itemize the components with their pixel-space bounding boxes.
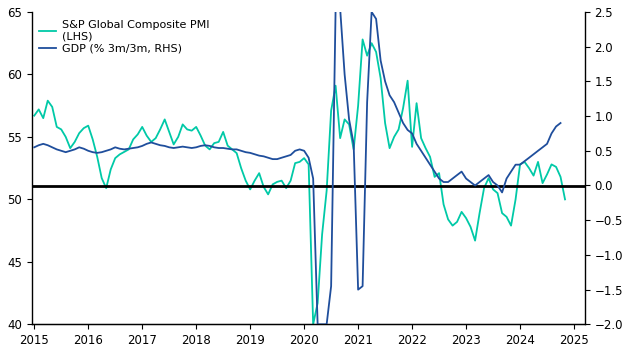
- S&P Global Composite PMI
(LHS): [309, 322, 317, 326]
- S&P Global Composite PMI
(LHS): [494, 191, 501, 195]
- GDP (% 3m/3m, RHS): [557, 121, 564, 125]
- GDP (% 3m/3m, RHS): [210, 145, 218, 149]
- GDP (% 3m/3m, RHS): [139, 144, 146, 148]
- Line: GDP (% 3m/3m, RHS): GDP (% 3m/3m, RHS): [34, 8, 561, 324]
- Legend: S&P Global Composite PMI
(LHS), GDP (% 3m/3m, RHS): S&P Global Composite PMI (LHS), GDP (% 3…: [37, 17, 211, 56]
- S&P Global Composite PMI
(LHS): [30, 114, 38, 118]
- GDP (% 3m/3m, RHS): [453, 173, 461, 177]
- S&P Global Composite PMI
(LHS): [197, 133, 205, 138]
- GDP (% 3m/3m, RHS): [332, 6, 340, 11]
- S&P Global Composite PMI
(LHS): [467, 225, 474, 229]
- S&P Global Composite PMI
(LHS): [359, 37, 367, 41]
- S&P Global Composite PMI
(LHS): [427, 155, 434, 159]
- S&P Global Composite PMI
(LHS): [345, 122, 353, 126]
- Line: S&P Global Composite PMI
(LHS): S&P Global Composite PMI (LHS): [34, 39, 565, 324]
- S&P Global Composite PMI
(LHS): [139, 125, 146, 129]
- GDP (% 3m/3m, RHS): [30, 145, 38, 149]
- GDP (% 3m/3m, RHS): [444, 180, 452, 184]
- GDP (% 3m/3m, RHS): [404, 128, 411, 132]
- S&P Global Composite PMI
(LHS): [561, 197, 569, 201]
- GDP (% 3m/3m, RHS): [89, 150, 96, 154]
- GDP (% 3m/3m, RHS): [314, 322, 321, 326]
